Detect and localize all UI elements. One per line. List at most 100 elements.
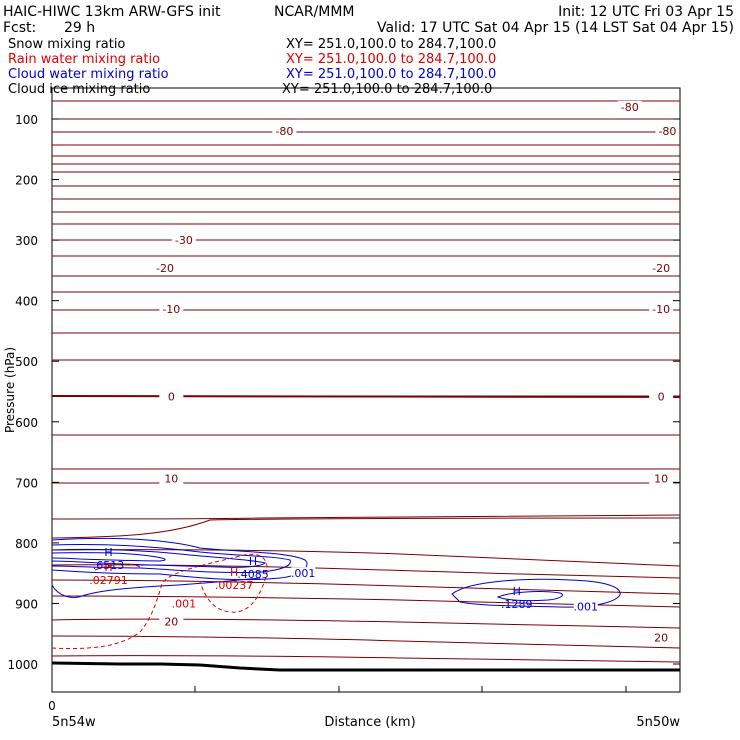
header-fcst-value: 29 h (64, 20, 95, 36)
temperature-label: 10 (164, 473, 178, 486)
temperature-contour (51, 514, 681, 520)
temperature-contour (51, 564, 681, 579)
temperature-label: 10 (654, 473, 668, 486)
temperature-label-bg (649, 631, 674, 644)
temperature-label: -10 (162, 303, 180, 316)
temperature-label-bg (159, 472, 184, 485)
contour-label: .001 (291, 567, 316, 580)
temperature-label: 20 (654, 631, 668, 644)
x-end-label: 5n50w (636, 715, 680, 730)
temperature-label-bg (655, 125, 680, 138)
temperature-label-bg (171, 234, 196, 247)
y-tick-label: 700 (15, 476, 38, 490)
temperature-contour (51, 579, 681, 595)
temperature-label: -80 (275, 125, 293, 138)
temperature-contour (51, 395, 681, 398)
field-name-snow: Snow mixing ratio (8, 37, 125, 52)
field-xy-cloud-ice: XY= 251.0,100.0 to 284.7,100.0 (282, 82, 492, 97)
maximum-marker: H (104, 546, 112, 559)
y-axis-title: Pressure (hPa) (3, 347, 17, 433)
temperature-label-bg (617, 100, 642, 113)
maximum-value: .02791 (89, 574, 128, 587)
field-name-rain: Rain water mixing ratio (8, 52, 160, 67)
y-tick-label: 900 (15, 597, 38, 611)
field-xy-cloud-water: XY= 251.0,100.0 to 284.7,100.0 (286, 67, 496, 82)
temperature-label-bg (649, 303, 674, 316)
temperature-contours (51, 100, 681, 663)
rain-water-contour (94, 563, 141, 571)
contour-label-bg (291, 567, 316, 580)
temperature-label-bg (649, 390, 674, 403)
rain-water-contours (51, 553, 268, 650)
terrain-surface (51, 661, 680, 672)
cloud-water-contour (51, 577, 261, 599)
moisture-contour-labels: .001 .001 .001 (172, 567, 598, 613)
temperature-label-bg (649, 261, 674, 274)
temperature-label: -80 (658, 125, 676, 138)
cloud-water-contour (51, 548, 267, 568)
contour-label: .001 (574, 600, 599, 613)
temperature-label: 0 (168, 390, 175, 403)
temperature-label: -20 (156, 262, 174, 275)
y-tick-label: 200 (15, 174, 38, 188)
cloud-water-contours (51, 537, 621, 608)
plot-frame (51, 87, 681, 693)
cloud-water-contour (51, 543, 291, 574)
x-tick-label: 0 (48, 699, 56, 713)
field-xy-snow: XY= 251.0,100.0 to 284.7,100.0 (286, 37, 496, 52)
contour-label-bg (573, 600, 598, 613)
cloud-water-contour (451, 578, 621, 608)
maximum-value: .1289 (501, 598, 533, 611)
temperature-contour (51, 517, 681, 539)
temperature-label-bg (159, 390, 184, 403)
temperature-label: -20 (652, 262, 670, 275)
temperature-labels: -80 -80 -80 -30 -20 -20 -10 -10 0 0 10 10 20 20 (153, 100, 680, 644)
y-tick-label: 1000 (7, 658, 38, 672)
x-axis-title: Distance (km) (324, 715, 415, 730)
maximum-value: .4085 (237, 568, 269, 581)
temperature-label-bg (649, 472, 674, 485)
temperature-label-bg (272, 125, 297, 138)
temperature-label-bg (159, 615, 184, 628)
maximum-value: .00237 (215, 579, 254, 592)
temperature-contour (51, 635, 681, 649)
maximum-marker: H (230, 566, 238, 579)
maximum-marker: H (513, 585, 521, 598)
cloud-water-contour (51, 552, 166, 562)
temperature-label-bg (159, 303, 184, 316)
temperature-label: -10 (652, 303, 670, 316)
cloud-water-contour (496, 591, 563, 602)
maximum-marker: H (249, 555, 257, 568)
header-fcst-label: Fcst: (3, 20, 36, 36)
temperature-contour (51, 618, 681, 629)
temperature-label: 0 (658, 390, 665, 403)
contour-label: .001 (172, 597, 197, 610)
contour-label-bg (171, 597, 196, 610)
temperature-contour (51, 549, 681, 567)
field-xy-rain: XY= 251.0,100.0 to 284.7,100.0 (286, 52, 496, 67)
header-valid: Valid: 17 UTC Sat 04 Apr 15 (14 LST Sat … (377, 20, 734, 36)
x-axis: 0 5n54w Distance (km) 5n50w (48, 686, 680, 730)
temperature-label: -80 (621, 101, 639, 114)
temperature-label-bg (153, 261, 178, 274)
terrain-line (51, 661, 680, 672)
header-title: HAIC-HIWC 13km ARW-GFS init (3, 4, 221, 20)
temperature-contour (51, 655, 681, 663)
field-name-cloud-ice: Cloud ice mixing ratio (8, 82, 150, 97)
header-init: Init: 12 UTC Fri 03 Apr 15 (558, 4, 734, 20)
temperature-label: -30 (175, 234, 193, 247)
y-tick-label: 600 (15, 416, 38, 430)
temperature-label: 20 (164, 616, 178, 629)
y-tick-label: 400 (15, 295, 38, 309)
maximum-value: .6513 (93, 559, 125, 572)
maximum-marker: H (104, 561, 112, 574)
y-tick-label: 800 (15, 537, 38, 551)
x-start-label: 5n54w (52, 715, 96, 730)
y-tick-label: 500 (15, 355, 38, 369)
field-name-cloud-water: Cloud water mixing ratio (8, 67, 169, 82)
y-tick-label: 100 (15, 113, 38, 127)
header-org: NCAR/MMM (274, 4, 355, 20)
